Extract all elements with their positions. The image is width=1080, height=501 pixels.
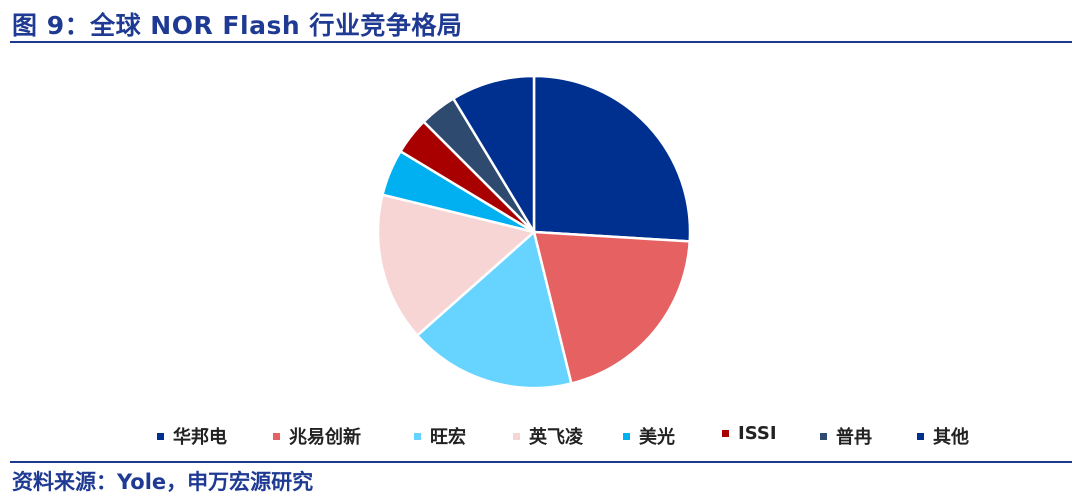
legend-swatch: [157, 432, 164, 440]
legend-label: 华邦电: [173, 427, 227, 448]
pie-slice-1: [532, 230, 692, 385]
legend-item-3: 英飞凌: [513, 423, 583, 449]
legend-swatch: [414, 432, 421, 440]
legend-item-0: 华邦电: [157, 423, 227, 449]
legend-label: 美光: [639, 427, 675, 448]
pie-slice-3: [376, 193, 537, 338]
legend-item-4: 美光: [623, 423, 675, 449]
title-divider: [10, 41, 1072, 43]
chart-legend: 华邦电 兆易创新 旺宏 英飞凌 美光 ISSI 普冉 其他: [0, 423, 1080, 451]
pie-chart: [376, 74, 692, 390]
legend-item-7: 其他: [917, 423, 969, 449]
legend-item-2: 旺宏: [414, 423, 466, 449]
pie-slice-0: [532, 74, 692, 243]
legend-label: 其他: [933, 427, 969, 448]
legend-item-5: ISSI: [722, 423, 777, 444]
legend-label: 普冉: [836, 427, 872, 448]
source-divider: [10, 461, 1072, 463]
legend-swatch: [513, 432, 520, 440]
legend-item-6: 普冉: [820, 423, 872, 449]
pie-slice-2: [415, 229, 573, 390]
legend-swatch: [917, 432, 924, 440]
legend-swatch: [623, 432, 630, 440]
source-note: 资料来源：Yole，申万宏源研究: [12, 470, 314, 494]
pie-slice-7: [451, 74, 536, 237]
chart-title: 图 9：全球 NOR Flash 行业竞争格局: [12, 11, 463, 40]
legend-label: 旺宏: [430, 427, 466, 448]
legend-swatch: [273, 432, 280, 440]
legend-label: ISSI: [738, 423, 777, 444]
legend-label: 英飞凌: [529, 427, 583, 448]
legend-item-1: 兆易创新: [273, 423, 361, 449]
legend-label: 兆易创新: [289, 427, 361, 448]
legend-swatch: [722, 430, 729, 437]
legend-swatch: [820, 432, 827, 440]
